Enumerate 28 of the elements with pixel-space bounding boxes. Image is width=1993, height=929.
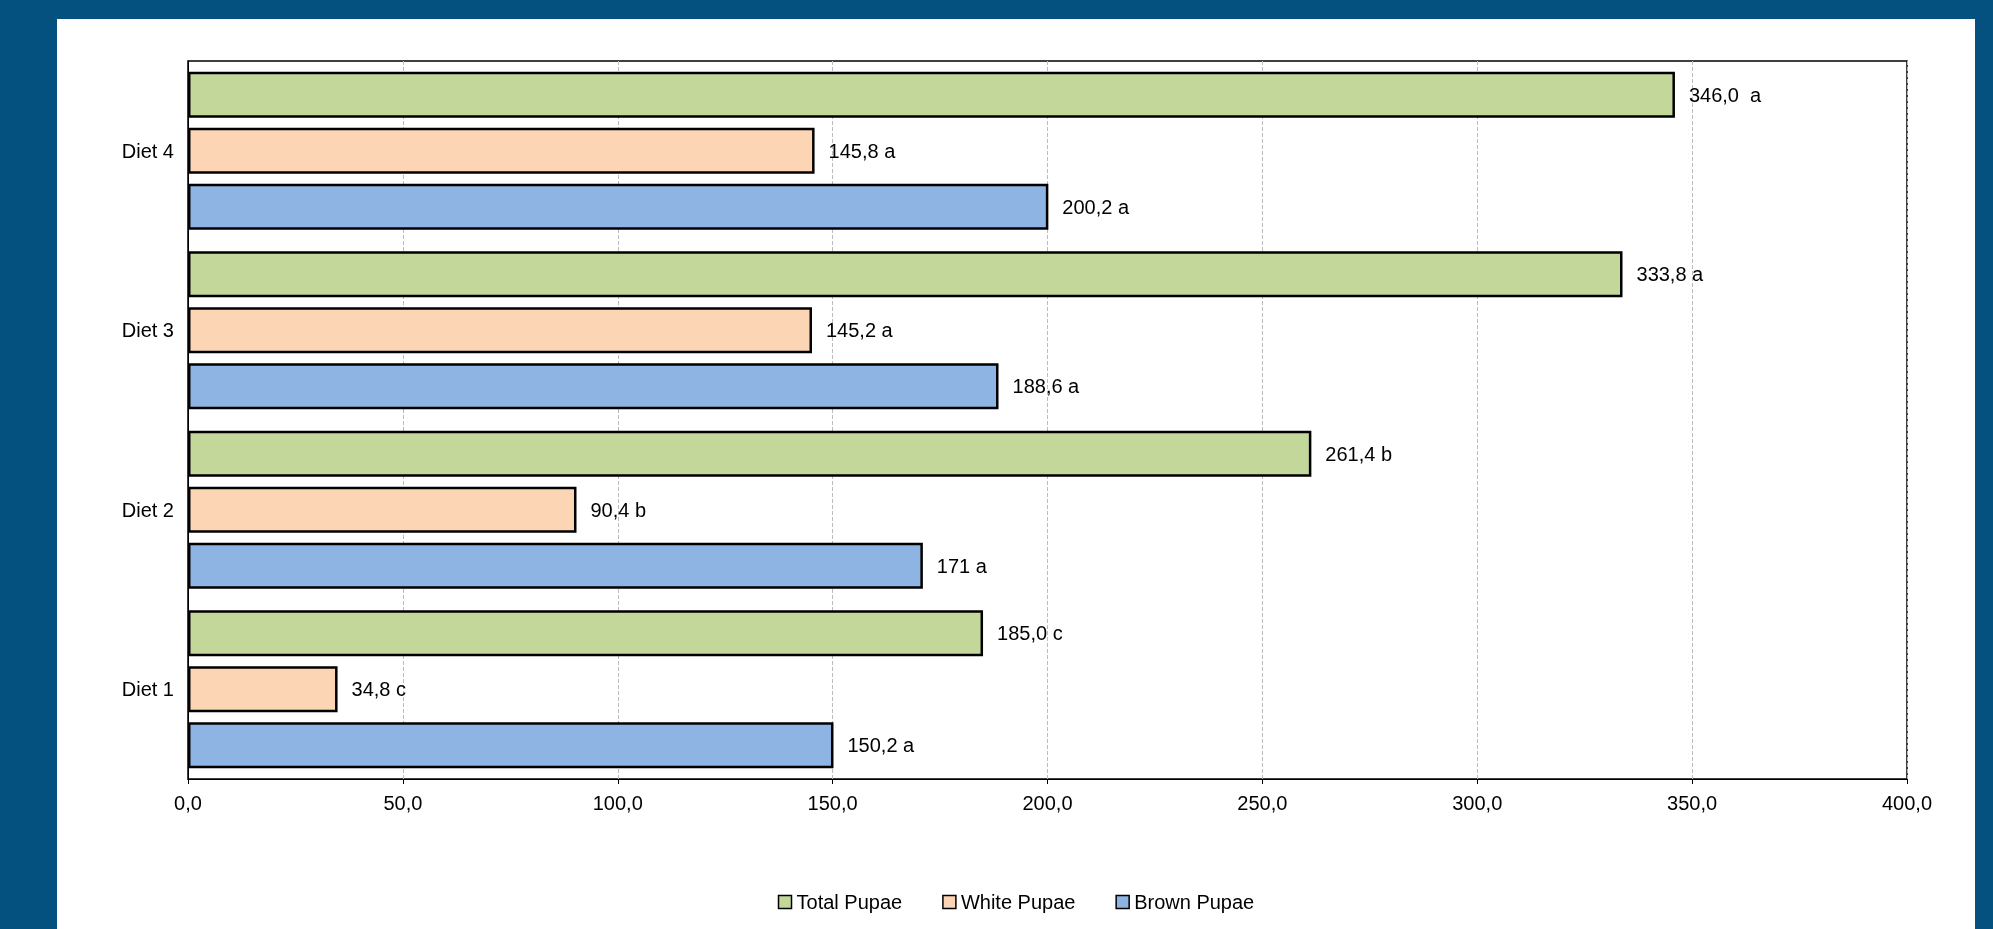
x-tick-label: 350,0 xyxy=(1667,792,1718,814)
data-label: 145,2 a xyxy=(826,319,894,342)
x-tick-label: 200,0 xyxy=(1022,792,1073,814)
x-tick-label: 50,0 xyxy=(383,792,423,814)
data-label: 188,6 a xyxy=(1012,375,1081,398)
y-tick-label: Diet 4 xyxy=(121,139,174,162)
y-tick-label: Diet 3 xyxy=(121,319,174,342)
x-tick-label: 400,0 xyxy=(1881,792,1933,814)
data-label: 346,0 a xyxy=(1688,83,1763,106)
data-label: 34,8 c xyxy=(351,678,407,701)
data-label: 333,8 a xyxy=(1636,263,1705,286)
legend-label: Total Pupae xyxy=(796,891,903,913)
y-tick-label: Diet 1 xyxy=(121,678,174,701)
data-label: 200,2 a xyxy=(1062,195,1130,218)
data-label: 185,0 c xyxy=(997,622,1063,645)
x-tick-label: 300,0 xyxy=(1452,792,1503,814)
data-label: 145,8 a xyxy=(828,139,897,162)
data-label: 150,2 a xyxy=(847,734,916,757)
x-tick-label: 100,0 xyxy=(592,792,643,814)
legend-label: White Pupae xyxy=(960,891,1076,913)
x-tick-label: 150,0 xyxy=(807,792,858,814)
legend-label: Brown Pupae xyxy=(1134,891,1255,913)
y-tick-label: Diet 2 xyxy=(121,498,174,521)
x-tick-label: 0,0 xyxy=(174,792,202,814)
data-label: 90,4 b xyxy=(590,498,647,521)
data-label: 171 a xyxy=(936,554,988,577)
x-tick-label: 250,0 xyxy=(1237,792,1288,814)
data-label: 261,4 b xyxy=(1325,442,1393,465)
